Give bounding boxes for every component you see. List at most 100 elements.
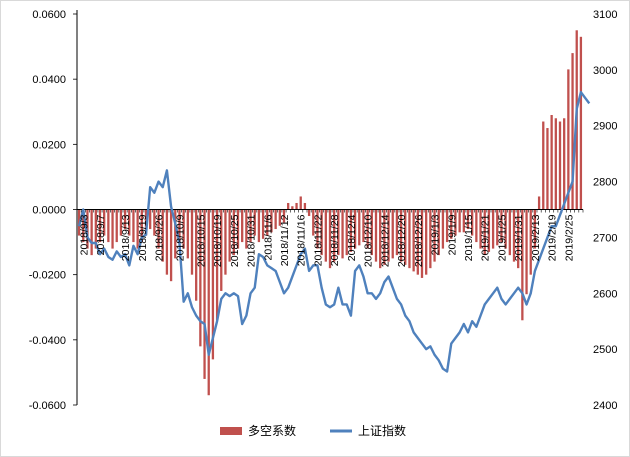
bar-mark xyxy=(429,209,432,269)
bar-mark xyxy=(266,209,269,236)
x-tick-label: 2019/2/25 xyxy=(563,214,575,261)
bar-mark xyxy=(504,209,507,249)
bar-mark xyxy=(571,53,574,210)
bar-mark xyxy=(479,209,482,249)
bar-mark xyxy=(257,209,261,243)
axes-layer xyxy=(76,10,584,405)
bar-mark xyxy=(316,209,319,249)
x-tick-label: 2018/10/19 xyxy=(212,214,224,267)
x-tick-label: 2018/9/13 xyxy=(120,214,132,261)
x-tick-label: 2019/1/9 xyxy=(446,214,458,255)
x-tick-label: 2019/1/25 xyxy=(496,214,508,261)
bar-mark xyxy=(537,196,541,210)
bar-mark xyxy=(140,209,143,243)
bar-mark xyxy=(450,209,453,239)
bar-mark xyxy=(232,209,235,256)
bar-mark xyxy=(333,209,336,262)
x-tick-label: 2018/11/28 xyxy=(329,214,341,266)
bar-mark xyxy=(94,209,97,249)
bar-mark xyxy=(521,209,524,321)
bar-mark xyxy=(508,209,511,256)
bar-mark xyxy=(416,209,419,275)
x-tick-label: 2018/11/6 xyxy=(262,214,274,260)
x-tick-label: 2018/11/22 xyxy=(312,214,324,266)
bar-mark xyxy=(320,209,323,256)
x-tick-label: 2019/1/3 xyxy=(430,214,442,255)
left-tick-label: 0.0600 xyxy=(32,9,66,21)
shanghai-index-line xyxy=(77,90,591,373)
right-tick-label: 3000 xyxy=(593,65,617,77)
bar-mark xyxy=(215,209,219,321)
bar-mark xyxy=(161,209,164,262)
bar-mark xyxy=(307,209,311,217)
bar-mark xyxy=(203,209,206,379)
bar-mark xyxy=(437,209,440,256)
bar-mark xyxy=(299,196,302,210)
bar-mark xyxy=(103,209,106,236)
legend-bar-label: 多空系数 xyxy=(248,423,296,438)
bar-mark xyxy=(178,209,181,243)
bar-mark xyxy=(324,209,327,262)
left-tick-label: -0.0400 xyxy=(29,335,66,347)
bar-mark xyxy=(328,209,332,269)
bar-mark xyxy=(220,209,223,291)
bar-mark xyxy=(249,209,252,243)
legend: 多空系数 上证指数 xyxy=(220,423,406,438)
bar-mark xyxy=(312,209,315,236)
bar-mark xyxy=(211,209,215,360)
x-tick-label: 2018/9/19 xyxy=(137,214,149,261)
left-tick-label: -0.0200 xyxy=(29,270,66,282)
x-tick-label: 2018/11/16 xyxy=(296,214,308,266)
bar-mark xyxy=(462,209,465,233)
bar-mark xyxy=(174,209,177,259)
bar-mark xyxy=(136,209,139,249)
right-tick-label: 2500 xyxy=(593,344,617,356)
x-tick-label: 2018/12/4 xyxy=(346,214,358,261)
bar-mark xyxy=(533,209,537,249)
right-tick-label: 2900 xyxy=(593,121,617,133)
bar-mark xyxy=(404,209,407,265)
bar-mark xyxy=(157,209,160,249)
left-tick-label: -0.0600 xyxy=(29,400,66,412)
x-tick-label: 2018/10/31 xyxy=(246,214,258,267)
bar-mark xyxy=(287,202,290,210)
line-layer xyxy=(77,90,591,373)
bar-mark xyxy=(111,209,114,249)
bar-mark xyxy=(228,209,231,262)
bar-mark xyxy=(90,209,93,256)
bar-mark xyxy=(291,206,294,210)
right-tick-label: 3100 xyxy=(593,9,617,21)
right-tick-label: 2700 xyxy=(593,232,617,244)
x-tick-label: 2019/2/13 xyxy=(530,214,542,261)
bar-mark xyxy=(119,209,123,236)
right-tick-label: 2400 xyxy=(593,400,617,412)
x-tick-label: 2018/9/26 xyxy=(154,214,166,261)
right-tick-label: 2600 xyxy=(593,288,617,300)
bar-mark xyxy=(128,209,131,236)
bar-mark xyxy=(550,115,553,210)
bar-mark xyxy=(199,209,202,347)
bar-mark xyxy=(153,209,156,236)
bar-mark xyxy=(303,202,307,210)
right-tick-label: 2800 xyxy=(593,177,617,189)
bar-mark xyxy=(487,209,491,252)
bar-mark xyxy=(399,209,403,262)
bar-mark xyxy=(366,209,369,249)
bar-mark xyxy=(475,209,478,243)
bar-mark xyxy=(579,36,583,210)
bar-mark xyxy=(169,209,173,282)
bar-mark xyxy=(529,209,532,275)
bar-mark xyxy=(374,209,378,262)
left-tick-label: 0.0200 xyxy=(32,139,66,151)
bar-mark xyxy=(554,118,557,210)
bar-mark xyxy=(496,209,499,246)
x-tick-label: 2018/12/10 xyxy=(363,214,375,267)
left-tick-label: 0.0000 xyxy=(32,205,66,217)
bar-mark xyxy=(379,209,382,269)
bar-mark xyxy=(441,209,445,249)
bar-mark xyxy=(512,209,516,262)
bar-mark xyxy=(563,118,566,210)
bar-mark xyxy=(341,209,344,259)
left-tick-label: 0.0400 xyxy=(32,74,66,86)
